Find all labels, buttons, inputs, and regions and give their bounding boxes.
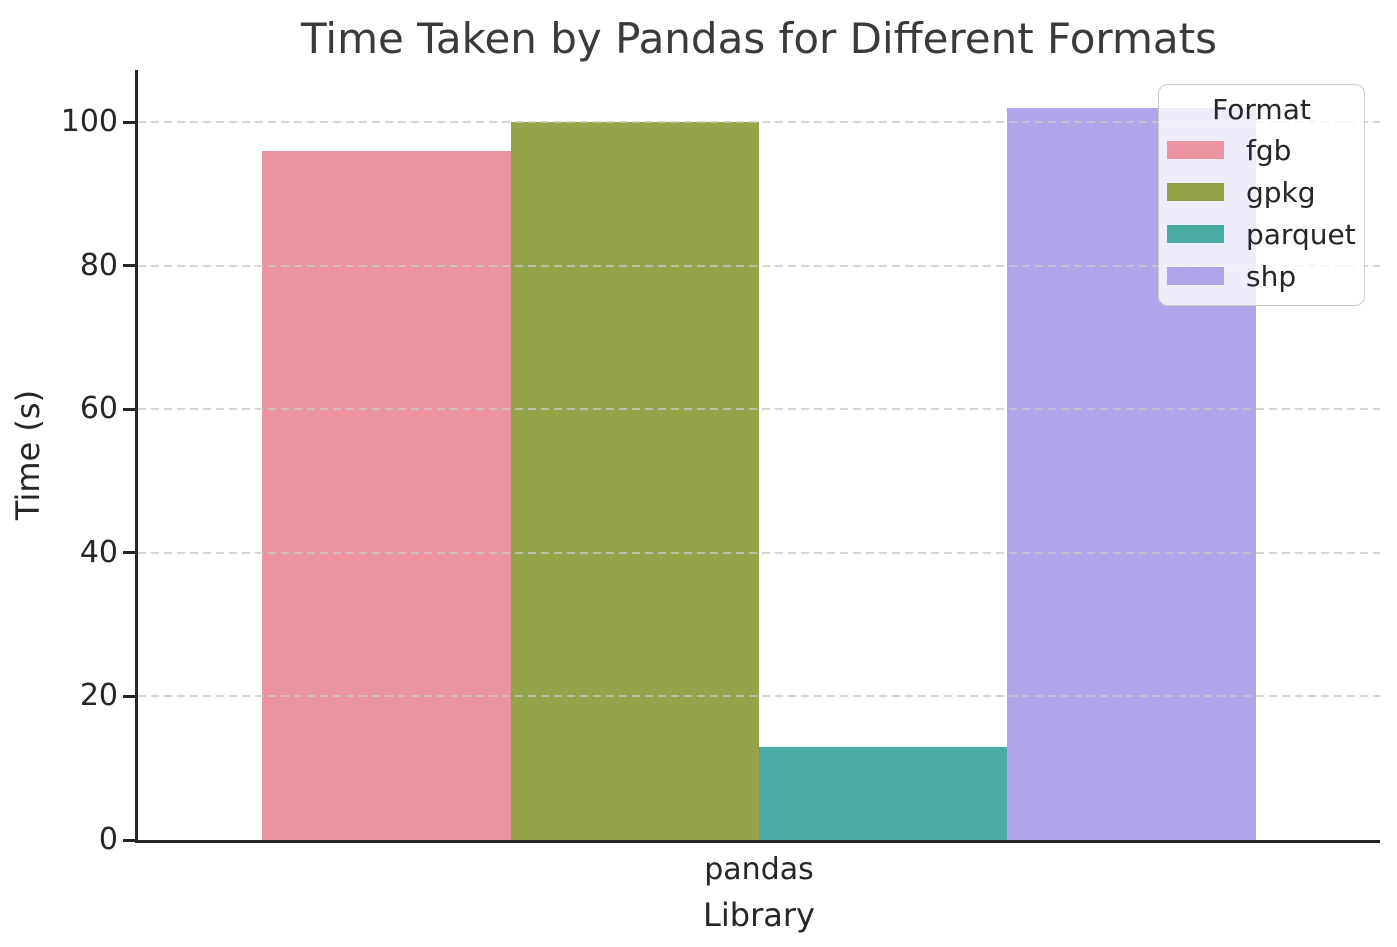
y-tick-label-0: 0 bbox=[98, 822, 118, 857]
gridline-40 bbox=[138, 551, 1380, 554]
bar-fgb bbox=[262, 151, 511, 840]
y-tick-mark-40 bbox=[123, 551, 135, 555]
y-tick-label-100: 100 bbox=[60, 104, 118, 140]
bar-gpkg bbox=[510, 122, 759, 840]
legend-swatch-gpkg bbox=[1167, 183, 1224, 201]
legend-item-gpkg: gpkg bbox=[1159, 171, 1364, 213]
gridline-100 bbox=[138, 121, 1380, 124]
gridline-20 bbox=[138, 695, 1380, 698]
legend-label-gpkg: gpkg bbox=[1246, 175, 1316, 209]
plot-area: 0 20 40 60 80 100 bbox=[61, 70, 1380, 857]
y-tick-label-80: 80 bbox=[79, 247, 118, 283]
y-tick-mark-0 bbox=[123, 838, 135, 842]
legend-item-fgb: fgb bbox=[1159, 129, 1364, 171]
y-tick-mark-60 bbox=[123, 407, 135, 411]
legend-item-shp: shp bbox=[1159, 255, 1364, 297]
y-tick-mark-80 bbox=[123, 264, 135, 268]
x-axis-label: Library bbox=[703, 896, 815, 934]
chart-title: Time Taken by Pandas for Different Forma… bbox=[301, 14, 1217, 63]
y-axis-label: Time (s) bbox=[6, 70, 50, 840]
legend-label-fgb: fgb bbox=[1246, 133, 1292, 167]
legend-label-shp: shp bbox=[1246, 259, 1297, 293]
gridline-60 bbox=[138, 408, 1380, 411]
legend-label-parquet: parquet bbox=[1246, 217, 1356, 251]
bar-parquet bbox=[759, 746, 1008, 840]
legend-item-parquet: parquet bbox=[1159, 213, 1364, 255]
legend-swatch-fgb bbox=[1167, 141, 1224, 159]
legend-swatch-shp bbox=[1167, 267, 1224, 285]
y-tick-mark-20 bbox=[123, 694, 135, 698]
y-tick-label-40: 40 bbox=[79, 534, 118, 570]
y-tick-label-20: 20 bbox=[79, 678, 118, 714]
legend: Format fgb gpkg parquet shp bbox=[1158, 84, 1365, 306]
x-tick-label-pandas: pandas bbox=[704, 852, 814, 887]
gridline-80 bbox=[138, 264, 1380, 267]
legend-swatch-parquet bbox=[1167, 225, 1224, 243]
legend-title: Format bbox=[1212, 93, 1311, 126]
y-tick-mark-100 bbox=[123, 120, 135, 124]
y-tick-label-60: 60 bbox=[79, 391, 118, 427]
